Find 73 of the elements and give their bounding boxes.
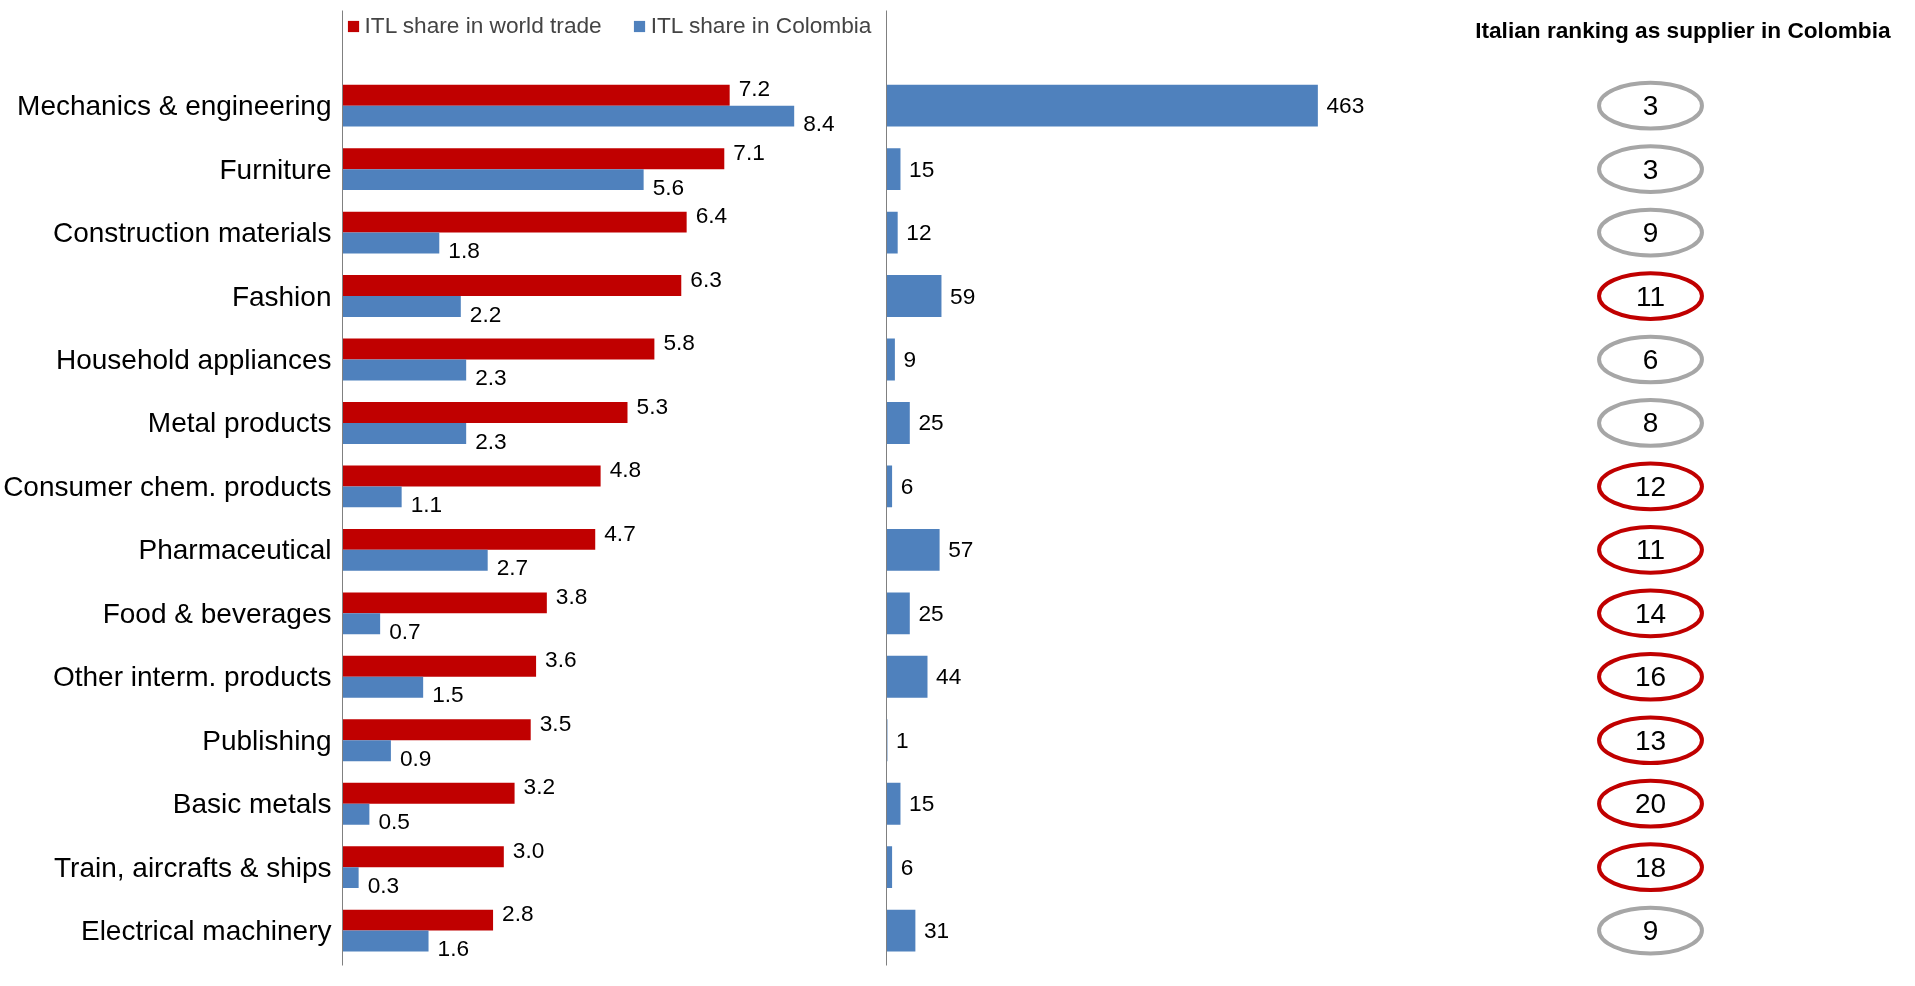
data-label: 2.7 <box>496 554 529 581</box>
data-label: 0.9 <box>399 744 432 771</box>
data-label: 1 <box>896 726 909 753</box>
data-label: 0.7 <box>389 617 421 644</box>
data-label: 13 <box>1634 724 1667 756</box>
data-label: 20 <box>1634 788 1667 820</box>
data-label: 6.3 <box>690 265 722 292</box>
y-tick-label: Pharmaceutical <box>138 534 332 566</box>
y-tick-label: Household appliances <box>55 344 332 375</box>
data-label: 5.3 <box>636 392 669 419</box>
data-label: 15 <box>909 790 935 817</box>
data-label: 0.5 <box>378 808 410 835</box>
data-label: 2.3 <box>475 427 507 454</box>
data-label: 4.8 <box>609 456 642 483</box>
data-label: 4.7 <box>604 519 636 546</box>
data-label: 12 <box>906 219 932 246</box>
y-tick-label: Electrical machinery <box>80 915 332 947</box>
data-label: 6 <box>900 472 914 499</box>
y-tick-label: Construction materials <box>52 217 332 249</box>
data-label: 2.2 <box>469 300 502 327</box>
legend-label: ITL share in world trade <box>364 12 602 39</box>
y-tick-label: Consumer chem. products <box>3 470 332 502</box>
data-label: 5.6 <box>652 173 685 200</box>
y-tick-label: Mechanics & engineering <box>17 90 332 122</box>
data-label: 3.2 <box>523 773 556 800</box>
data-label: 8 <box>1642 407 1659 439</box>
y-tick-label: Fashion <box>231 280 332 312</box>
data-label: 9 <box>1642 217 1659 249</box>
data-label: 3.5 <box>539 709 572 736</box>
data-label: 15 <box>909 155 935 182</box>
data-label: 44 <box>936 663 962 690</box>
data-label: 16 <box>1634 661 1667 693</box>
data-label: 3 <box>1642 90 1659 122</box>
data-label: 31 <box>924 917 950 944</box>
data-label: 25 <box>918 409 944 436</box>
data-label: 11 <box>1635 534 1666 566</box>
data-label: 6 <box>900 853 914 880</box>
data-label: 25 <box>918 599 944 626</box>
y-tick-label: Food & beverages <box>102 597 332 629</box>
data-label: 2.3 <box>475 364 507 391</box>
data-label: 57 <box>948 536 974 563</box>
data-label: 6 <box>1642 344 1659 375</box>
data-label: 7.2 <box>738 75 771 102</box>
data-label: 0.3 <box>367 871 400 898</box>
text: Italian ranking as supplier in Colombia <box>1475 16 1891 43</box>
data-label: 3.6 <box>545 646 577 673</box>
data-label: 463 <box>1326 92 1365 119</box>
data-label: 7.1 <box>733 138 765 165</box>
y-tick-label: Furniture <box>219 153 332 185</box>
data-label: 1.5 <box>432 681 464 708</box>
legend-label: ITL share in Colombia <box>650 12 872 39</box>
data-label: 3.8 <box>555 583 588 610</box>
data-label: 1.8 <box>448 237 480 264</box>
data-label: 9 <box>1642 915 1659 947</box>
y-tick-label: Train, aircrafts & ships <box>54 851 332 883</box>
data-label: 3 <box>1642 153 1659 185</box>
data-label: 5.8 <box>663 329 695 356</box>
data-label: 12 <box>1634 470 1667 502</box>
data-label: 2.8 <box>502 900 534 927</box>
data-label: 9 <box>903 346 917 372</box>
data-label: 3.0 <box>512 836 545 863</box>
data-label: 6.4 <box>695 202 728 229</box>
y-tick-label: Metal products <box>147 407 332 439</box>
data-label: 11 <box>1635 280 1666 312</box>
data-label: 8.4 <box>803 110 835 137</box>
data-label: 18 <box>1634 851 1667 883</box>
y-tick-label: Publishing <box>202 724 332 756</box>
data-label: 1.1 <box>410 491 443 517</box>
y-tick-label: Other interm. products <box>52 661 332 693</box>
y-tick-label: Basic metals <box>172 788 332 820</box>
data-label: 59 <box>950 282 976 309</box>
data-label: 14 <box>1634 597 1667 629</box>
data-label: 1.6 <box>437 935 470 962</box>
